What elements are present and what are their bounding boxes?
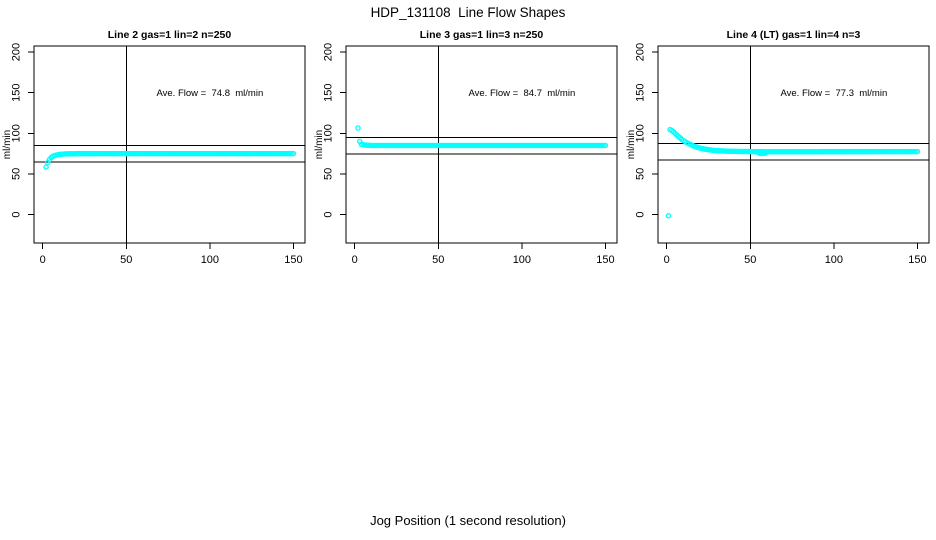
data-point	[43, 164, 49, 170]
y-tick-label: 50	[11, 168, 23, 180]
data-point	[290, 150, 297, 157]
x-tick-label: 150	[596, 254, 614, 266]
ave-flow-annotation: Ave. Flow = 84.7 ml/min	[468, 88, 575, 99]
y-tick-label: 100	[323, 124, 335, 142]
x-tick-label: 100	[201, 254, 219, 266]
data-point	[914, 148, 921, 155]
data-point	[602, 142, 609, 149]
y-tick-label: 150	[11, 83, 23, 101]
data-point	[355, 125, 361, 131]
ave-flow-annotation: Ave. Flow = 77.3 ml/min	[780, 88, 887, 99]
plot-box	[33, 45, 306, 244]
panel-title: Line 2 gas=1 lin=2 n=250	[108, 29, 232, 41]
y-tick-label: 200	[11, 43, 23, 61]
x-axis-title: Jog Position (1 second resolution)	[370, 513, 566, 528]
y-tick-label: 200	[323, 43, 335, 61]
y-tick-label: 150	[635, 83, 647, 101]
x-tick-label: 0	[352, 254, 358, 266]
y-tick-label: 50	[635, 168, 647, 180]
y-tick-label: 100	[11, 124, 23, 142]
panel-title: Line 3 gas=1 lin=3 n=250	[420, 29, 544, 41]
x-tick-label: 50	[120, 254, 132, 266]
x-tick-label: 0	[40, 254, 46, 266]
y-axis-title: ml/min	[626, 130, 637, 159]
y-axis-title: ml/min	[2, 130, 13, 159]
x-tick-label: 150	[284, 254, 302, 266]
x-tick-label: 100	[513, 254, 531, 266]
x-tick-label: 150	[908, 254, 926, 266]
main-title: HDP_131108 Line Flow Shapes	[370, 5, 566, 20]
panel-line-2: Line 2 gas=1 lin=2 n=250 0 50 100 150 200 0 50 1…	[2, 29, 306, 266]
panel-line-4: Line 4 (LT) gas=1 lin=4 n=3 0 50 100 150 200 0…	[626, 29, 930, 266]
y-tick-label: 0	[323, 211, 335, 217]
y-tick-label: 50	[323, 168, 335, 180]
ave-flow-annotation: Ave. Flow = 74.8 ml/min	[156, 88, 263, 99]
y-tick-label: 150	[323, 83, 335, 101]
x-tick-label: 0	[664, 254, 670, 266]
data-point	[762, 150, 769, 156]
plot-box	[657, 45, 930, 244]
data-point	[665, 213, 672, 219]
x-tick-label: 50	[432, 254, 444, 266]
panels-row: Line 2 gas=1 lin=2 n=250 0 50 100 150 200 0 50 1…	[0, 24, 936, 274]
x-tick-label: 50	[744, 254, 756, 266]
y-tick-label: 0	[11, 211, 23, 217]
y-tick-label: 100	[635, 124, 647, 142]
panel-title: Line 4 (LT) gas=1 lin=4 n=3	[727, 29, 861, 41]
y-tick-label: 0	[635, 211, 647, 217]
panel-line-3: Line 3 gas=1 lin=3 n=250 0 50 100 150 200 0 50 1…	[314, 29, 618, 266]
y-tick-label: 200	[635, 43, 647, 61]
plot-box	[345, 45, 618, 244]
x-tick-label: 100	[825, 254, 843, 266]
y-axis-title: ml/min	[314, 130, 325, 159]
